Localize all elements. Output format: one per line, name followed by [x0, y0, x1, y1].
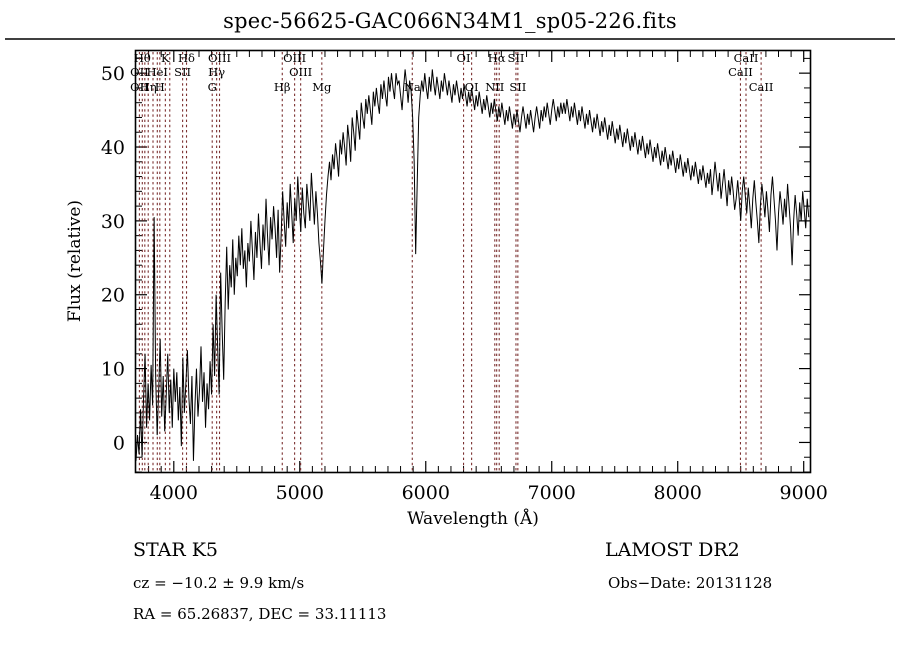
- obs-date: Obs−Date: 20131128: [608, 574, 772, 592]
- spectral-line-label: NII: [485, 80, 504, 94]
- spectral-line-label: CaII: [728, 65, 753, 79]
- spectral-line-label: OII: [130, 65, 149, 79]
- spectral-line-label: OIII: [283, 51, 306, 65]
- y-tick-label: 50: [101, 63, 125, 85]
- coordinates: RA = 65.26837, DEC = 33.11113: [133, 605, 386, 623]
- spectral-line-label: K: [161, 51, 170, 65]
- x-tick-label: 7000: [528, 482, 576, 504]
- y-tick-label: 0: [113, 432, 125, 454]
- spectral-line-label: CaII: [749, 80, 774, 94]
- cz-value: cz = −10.2 ± 9.9 km/s: [133, 574, 304, 592]
- spectral-line-label: OI: [465, 80, 479, 94]
- spectral-line-label: G: [208, 80, 217, 94]
- line-markers: [138, 52, 762, 471]
- x-axis-label: Wavelength (Å): [407, 508, 539, 529]
- spectral-line-label: Hδ: [178, 51, 195, 65]
- spectral-line-label: OIII: [208, 51, 231, 65]
- spectral-line-label: HeI: [147, 65, 168, 79]
- spectral-line-label: Hθ: [134, 51, 151, 65]
- spectral-line-label: SII: [507, 51, 524, 65]
- spectral-line-label: OI: [457, 51, 471, 65]
- x-tick-label: 5000: [276, 482, 324, 504]
- spectral-line-label: Hγ: [208, 65, 225, 79]
- spectral-line-label: OII: [130, 80, 149, 94]
- spectral-line-label: SII: [174, 65, 191, 79]
- spectral-line-label: OIII: [289, 65, 312, 79]
- x-tick-labels: 4000 5000 6000 7000 8000 9000: [150, 482, 828, 504]
- spectral-line-label: CaII: [734, 51, 759, 65]
- x-tick-label: 8000: [654, 482, 702, 504]
- spectral-line-label: SII: [509, 80, 526, 94]
- y-tick-labels: 0 10 20 30 40 50: [101, 63, 125, 454]
- object-class: STAR K5: [133, 539, 218, 561]
- x-tick-label: 4000: [150, 482, 198, 504]
- x-tick-label: 9000: [780, 482, 828, 504]
- survey-name: LAMOST DR2: [605, 539, 740, 561]
- spectral-line-label: H: [155, 80, 165, 94]
- y-tick-label: 10: [101, 359, 125, 381]
- spectral-line-label: Mg: [312, 80, 332, 94]
- flux-curve: [135, 69, 810, 461]
- y-tick-label: 40: [101, 137, 125, 159]
- spectral-line-label: Hα: [488, 51, 506, 65]
- axis-ticks: [136, 51, 810, 473]
- figure-title: spec-56625-GAC066N34M1_sp05-226.fits: [223, 9, 677, 33]
- plot-frame: [134, 49, 812, 474]
- y-tick-label: 20: [101, 285, 125, 307]
- y-tick-label: 30: [101, 211, 125, 233]
- spectral-line-label: Hβ: [274, 80, 291, 94]
- spectral-line-label: Hη: [140, 80, 157, 94]
- spectral-line-label: Na: [404, 80, 421, 94]
- y-axis-label: Flux (relative): [65, 200, 85, 322]
- x-tick-label: 6000: [402, 482, 450, 504]
- spectrum-trace: [135, 69, 810, 461]
